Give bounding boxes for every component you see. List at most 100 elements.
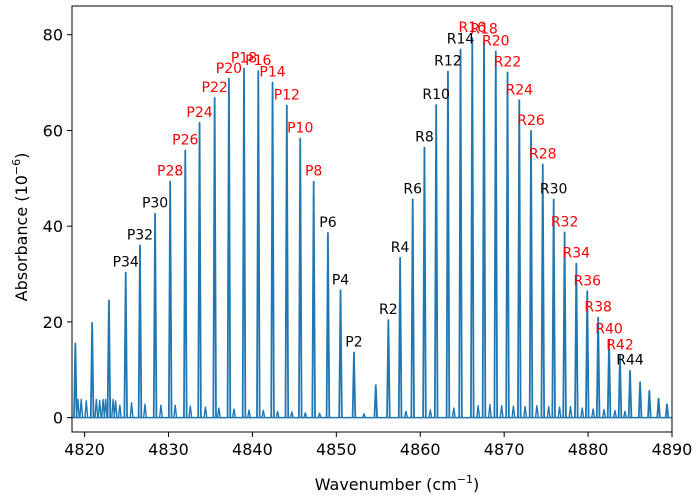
peak-line xyxy=(152,212,158,418)
peak-line xyxy=(470,37,475,418)
x-tick-label: 4890 xyxy=(652,440,693,459)
minor-peak-line xyxy=(511,405,516,418)
minor-peak-line xyxy=(275,410,280,418)
peak-label: P2 xyxy=(345,335,362,351)
x-tick-label: 4820 xyxy=(64,440,105,459)
minor-peak-line xyxy=(317,412,322,418)
peak-label: R20 xyxy=(482,33,510,49)
peak-label: R16 xyxy=(459,20,487,36)
peak-line xyxy=(183,149,188,418)
peak-label: P6 xyxy=(319,215,336,231)
peak-line xyxy=(562,231,567,418)
peak-line xyxy=(197,121,202,418)
peak-label: P26 xyxy=(172,133,198,149)
minor-peak-line xyxy=(84,400,89,418)
peak-line xyxy=(493,50,499,418)
peak-line xyxy=(617,354,623,418)
x-axis-label-sup: −1 xyxy=(457,473,473,486)
peak-line xyxy=(647,389,652,418)
minor-peak-line xyxy=(476,404,481,418)
peak-label: R38 xyxy=(584,300,612,316)
peak-label: R28 xyxy=(529,146,557,162)
x-axis: 4820 4830 4840 4850 4860 4870 4880 4890 xyxy=(64,432,692,459)
peak-label: P24 xyxy=(186,105,212,121)
peak-label: R14 xyxy=(447,32,475,48)
minor-peak-line xyxy=(173,404,178,418)
minor-peak-line xyxy=(546,405,551,418)
peak-label: R36 xyxy=(573,273,601,289)
minor-peak-line xyxy=(113,400,118,418)
peak-label: R30 xyxy=(540,181,568,197)
minor-peak-line xyxy=(289,411,294,418)
peak-line xyxy=(664,403,670,418)
x-axis-label: Wavenumber (cm−1) xyxy=(315,473,480,494)
x-tick-label: 4880 xyxy=(568,440,609,459)
peak-label: P4 xyxy=(332,272,349,288)
minor-peak-line xyxy=(203,406,208,418)
minor-peak-line xyxy=(188,405,193,418)
peak-line xyxy=(311,180,316,418)
peak-label: R18 xyxy=(470,22,498,38)
x-tick-label: 4830 xyxy=(148,440,189,459)
minor-peak-line xyxy=(303,412,308,418)
peak-label: R26 xyxy=(517,113,545,129)
peak-label: P12 xyxy=(274,88,300,104)
minor-peak-line xyxy=(75,398,80,418)
peak-line xyxy=(656,397,661,418)
minor-peak-line xyxy=(216,407,221,418)
peak-line xyxy=(325,231,331,418)
minor-peak-line xyxy=(117,404,122,418)
peak-label: R44 xyxy=(616,353,644,369)
peak-line xyxy=(212,97,217,418)
peak-line xyxy=(551,198,556,418)
peak-line xyxy=(338,289,343,418)
minor-peak-line xyxy=(523,405,528,418)
peak-label: P10 xyxy=(287,121,313,137)
peak-line xyxy=(351,351,357,418)
peak-label: P8 xyxy=(305,164,322,180)
y-axis: 0 20 40 60 80 xyxy=(43,26,72,428)
peak-line xyxy=(540,163,546,418)
y-axis-label: Absorbance (10−6) xyxy=(10,153,31,302)
peak-line xyxy=(574,262,579,418)
peak-line xyxy=(637,381,643,418)
peak-line xyxy=(241,67,247,418)
peak-line xyxy=(256,70,261,418)
peak-line xyxy=(445,70,451,418)
peak-label: R22 xyxy=(494,55,522,71)
minor-peak-line xyxy=(231,408,236,418)
peak-line xyxy=(585,290,590,418)
peak-line xyxy=(505,71,510,418)
minor-peak-line xyxy=(622,410,628,418)
peak-label: R40 xyxy=(595,322,623,338)
y-axis-label-main: Absorbance (10 xyxy=(12,175,31,301)
minor-peak-line xyxy=(97,399,102,418)
peak-label: R32 xyxy=(551,214,579,230)
peak-line xyxy=(458,48,463,418)
peak-line xyxy=(226,77,232,418)
x-tick-label: 4870 xyxy=(484,440,525,459)
peak-line xyxy=(373,384,379,418)
peak-label: P32 xyxy=(127,227,153,243)
peak-label: P16 xyxy=(245,53,271,69)
peak-label: P30 xyxy=(142,196,168,212)
peak-line xyxy=(89,321,95,418)
y-axis-label-end: ) xyxy=(12,153,31,159)
peak-line xyxy=(298,137,303,418)
minor-peak-line xyxy=(612,409,617,418)
peak-label: P18 xyxy=(231,51,257,67)
y-tick-label: 80 xyxy=(43,26,63,45)
peak-line xyxy=(123,271,128,418)
minor-peak-line xyxy=(94,398,99,418)
peak-line xyxy=(386,319,391,418)
minor-peak-line xyxy=(158,404,163,418)
minor-peak-line xyxy=(103,398,108,418)
peak-label: R12 xyxy=(434,54,462,70)
minor-peak-line xyxy=(580,407,585,418)
minor-peak-line xyxy=(142,403,148,418)
y-tick-label: 60 xyxy=(43,121,63,140)
peak-line xyxy=(284,104,290,418)
peak-label: P20 xyxy=(216,61,242,77)
